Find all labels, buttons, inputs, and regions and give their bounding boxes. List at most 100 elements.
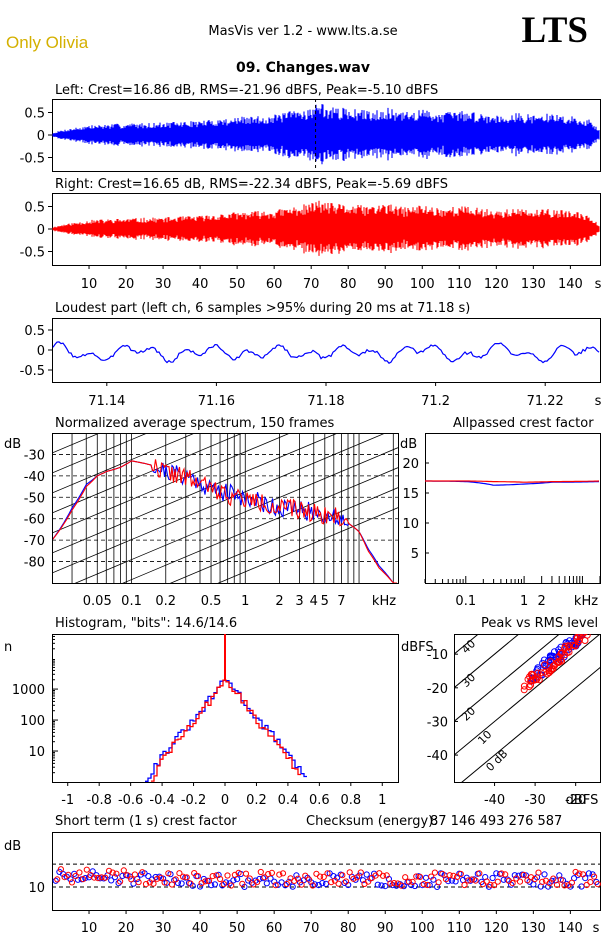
st-crest-point-1-72 — [317, 873, 324, 880]
st-crest-point-1-14 — [102, 874, 109, 881]
spectrum-title: Normalized average spectrum, 150 frames — [55, 416, 334, 431]
x-tick-label-1-8: 90 — [377, 277, 394, 292]
pvr-x-tick-label-1: -30 — [524, 793, 545, 808]
st-crest-x-tick-label-13: 140 — [558, 921, 583, 936]
st-crest-point-1-90 — [383, 872, 390, 879]
pvr-diagonal-4 — [461, 666, 600, 782]
x-unit-1: s — [595, 277, 602, 292]
st-crest-point-1-58 — [265, 871, 272, 878]
st-crest-y-tick-label-0: 10 — [28, 881, 45, 896]
st-crest-point-1-131 — [535, 869, 542, 876]
pvr-point-1-27 — [541, 661, 549, 669]
st-crest-point-1-121 — [498, 870, 505, 877]
spectrum-slope-18 — [52, 433, 339, 554]
st-crest-point-0-65 — [289, 883, 296, 890]
pvr-y-tick-label-1: -20 — [427, 682, 448, 697]
st-crest-x-tick-label-3: 40 — [192, 921, 209, 936]
st-crest-point-0-74 — [322, 880, 330, 888]
crest-x-tick-label-0: 0.1 — [455, 594, 476, 609]
st-crest-x-tick-label-2: 30 — [155, 921, 172, 936]
waveform-1 — [52, 200, 600, 256]
st-crest-point-1-16 — [109, 869, 116, 876]
st-crest-x-unit: s — [593, 921, 600, 936]
spectrum-frame — [52, 433, 399, 584]
loudest-x-tick-label-3: 71.2 — [421, 394, 450, 409]
st-crest-point-1-39 — [194, 873, 201, 880]
crest-title: Allpassed crest factor — [453, 416, 594, 431]
st-crest-x-tick-label-6: 70 — [303, 921, 320, 936]
pvr-x-unit: dBFS — [566, 793, 599, 808]
st-crest-point-1-81 — [350, 875, 357, 882]
st-crest-point-1-75 — [328, 879, 335, 886]
x-tick-label-1-4: 50 — [229, 277, 246, 292]
checksum-value: 87 146 493 276 587 — [430, 814, 562, 829]
st-crest-point-1-129 — [528, 874, 535, 881]
spectrum-slope-13 — [52, 433, 101, 454]
st-crest-point-1-132 — [539, 878, 546, 886]
st-crest-point-1-30 — [161, 879, 168, 886]
crest-frame — [425, 433, 601, 584]
st-crest-x-tick-label-10: 110 — [447, 921, 472, 936]
histogram-x-tick-label-1: -0.8 — [86, 793, 111, 808]
waveform-title-1: Right: Crest=16.65 dB, RMS=-22.34 dBFS, … — [55, 177, 448, 192]
spectrum-x-tick-label-3: 0.5 — [201, 594, 222, 609]
histogram-y-unit: n — [4, 640, 12, 655]
histogram-x-tick-label-4: -0.2 — [181, 793, 206, 808]
histogram-series-1 — [151, 679, 301, 782]
st-crest-point-1-46 — [220, 881, 227, 888]
pvr-y-unit: dBFS — [401, 640, 434, 655]
spectrum-y-unit: dB — [4, 437, 21, 452]
st-crest-point-1-74 — [324, 870, 331, 877]
pvr-point-1-59 — [534, 673, 542, 681]
st-crest-point-1-29 — [157, 874, 164, 882]
loudest-x-tick-label-2: 71.18 — [307, 394, 344, 409]
st-crest-point-1-99 — [416, 873, 424, 881]
histogram-x-tick-label-6: 0.2 — [246, 793, 267, 808]
histogram-x-tick-label-10: 1 — [378, 793, 386, 808]
pvr-point-1-56 — [550, 662, 558, 670]
pvr-y-tick-label-2: -30 — [427, 715, 448, 730]
st-crest-point-1-68 — [302, 872, 309, 879]
st-crest-point-0-130 — [530, 881, 537, 888]
spectrum-x-tick-label-8: 5 — [321, 594, 329, 609]
st-crest-point-1-5 — [68, 879, 76, 886]
st-crest-point-1-21 — [128, 876, 135, 883]
histogram-x-tick-label-8: 0.6 — [309, 793, 330, 808]
st-crest-point-1-56 — [257, 868, 264, 876]
st-crest-point-0-101 — [422, 874, 430, 881]
st-crest-point-1-42 — [205, 877, 213, 885]
st-crest-point-1-12 — [94, 875, 102, 882]
histogram-x-tick-label-3: -0.4 — [149, 793, 174, 808]
st-crest-point-1-79 — [342, 878, 350, 885]
pvr-diagonal-3 — [454, 634, 600, 756]
st-crest-point-1-44 — [213, 872, 220, 879]
spectrum-slope-23 — [217, 507, 398, 583]
st-crest-point-1-95 — [402, 874, 409, 881]
st-crest-x-tick-label-7: 80 — [340, 921, 357, 936]
spectrum-slope-10 — [52, 248, 398, 393]
spectrum-x-unit: kHz — [372, 594, 396, 609]
st-crest-point-0-16 — [108, 877, 115, 884]
st-crest-point-0-49 — [230, 877, 237, 884]
pvr-y-tick-label-0: -10 — [427, 648, 448, 663]
crest-series-1 — [425, 480, 600, 483]
spectrum-series-0 — [52, 460, 397, 583]
st-crest-point-0-60 — [271, 878, 278, 885]
st-crest-point-1-41 — [202, 878, 209, 885]
st-crest-point-1-146 — [591, 873, 598, 880]
st-crest-point-1-111 — [461, 881, 468, 889]
st-crest-point-0-31 — [163, 879, 170, 886]
st-crest-point-1-100 — [420, 881, 427, 888]
pvr-diagonal-label-1: 30 — [459, 671, 478, 690]
st-crest-point-1-120 — [494, 878, 501, 885]
st-crest-point-1-77 — [335, 880, 342, 887]
x-tick-label-1-13: 140 — [558, 277, 583, 292]
st-crest-point-1-9 — [83, 866, 90, 873]
pvr-point-1-11 — [555, 658, 563, 665]
st-crest-point-1-135 — [550, 875, 557, 882]
st-crest-point-0-66 — [293, 872, 300, 879]
st-crest-point-0-62 — [278, 879, 285, 886]
st-crest-point-1-141 — [572, 868, 579, 876]
st-crest-point-1-134 — [546, 880, 553, 887]
